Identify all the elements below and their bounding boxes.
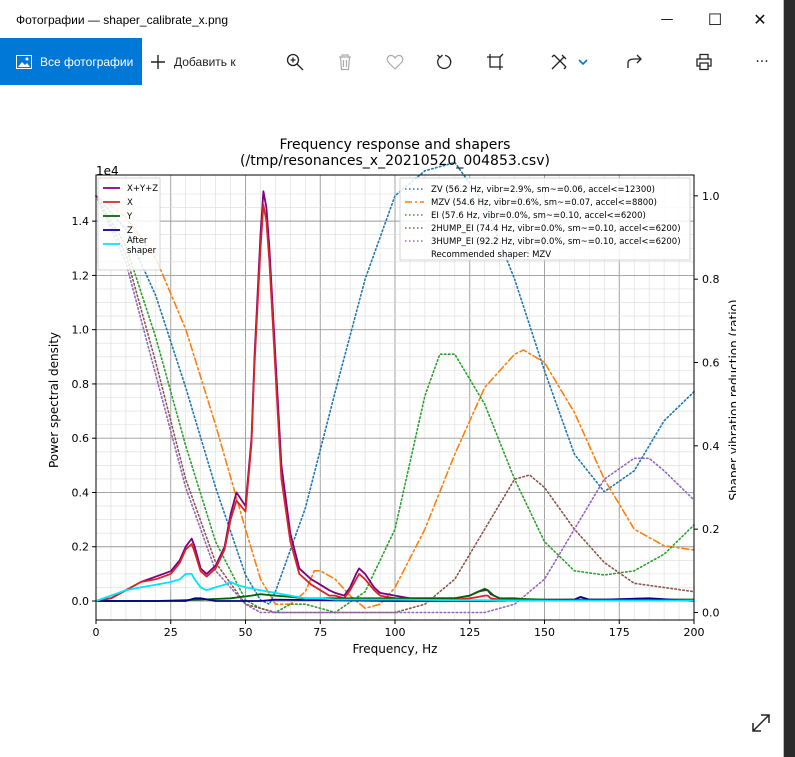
delete-icon bbox=[337, 53, 353, 71]
legend-label: X+Y+Z bbox=[127, 184, 158, 194]
add-to-label: Добавить к bbox=[174, 54, 236, 69]
crop-button[interactable] bbox=[482, 38, 508, 85]
psd-curves bbox=[95, 190, 695, 602]
chart-title: Frequency response and shapers bbox=[280, 137, 511, 153]
title-bar[interactable]: Фотографии — shaper_calibrate_x.png — ☐ … bbox=[0, 0, 783, 38]
fullscreen-button[interactable] bbox=[748, 710, 774, 736]
shaper-curve bbox=[95, 161, 695, 606]
y-tick-label: 0.8 bbox=[72, 378, 90, 391]
y-tick-label: 0.4 bbox=[72, 486, 90, 499]
y-tick-label: 1.4 bbox=[72, 215, 90, 228]
x-tick-label: 175 bbox=[609, 626, 630, 639]
toolbar: Все фотографии Добавить к bbox=[0, 38, 783, 85]
psd-curve bbox=[96, 587, 694, 602]
legend-right: ZV (56.2 Hz, vibr=2.9%, sm~=0.06, accel<… bbox=[399, 177, 691, 261]
more-button[interactable]: ··· bbox=[748, 38, 776, 85]
shaper-curves bbox=[95, 161, 695, 614]
y2-tick-label: 0.2 bbox=[702, 523, 720, 536]
x-tick-label: 125 bbox=[459, 626, 480, 639]
legend-label: 3HUMP_EI (92.2 Hz, vibr=0.0%, sm~=0.10, … bbox=[431, 237, 681, 247]
x-tick-label: 50 bbox=[239, 626, 253, 639]
chevron-down-icon bbox=[578, 58, 588, 66]
minimize-icon: — bbox=[660, 11, 674, 27]
x-tick-label: 0 bbox=[93, 626, 100, 639]
legend-label: ZV (56.2 Hz, vibr=2.9%, sm~=0.06, accel<… bbox=[431, 185, 655, 195]
print-button[interactable] bbox=[691, 38, 717, 85]
edit-button[interactable] bbox=[546, 38, 574, 85]
x-tick-label: 150 bbox=[534, 626, 555, 639]
psd-curve bbox=[95, 572, 694, 602]
zoom-button[interactable] bbox=[282, 38, 308, 85]
shaper-curve bbox=[95, 195, 695, 614]
delete-button[interactable] bbox=[332, 38, 358, 85]
favorite-button[interactable] bbox=[382, 38, 408, 85]
y2-tick-label: 0.0 bbox=[702, 607, 720, 620]
minimize-button[interactable]: — bbox=[644, 0, 690, 38]
legend-label: After bbox=[127, 236, 148, 246]
x-axis-label: Frequency, Hz bbox=[353, 642, 438, 656]
edit-icon bbox=[550, 53, 570, 71]
rotate-button[interactable] bbox=[432, 38, 458, 85]
plus-icon bbox=[150, 54, 166, 70]
close-button[interactable]: ✕ bbox=[737, 0, 783, 38]
y-tick-label: 1.2 bbox=[72, 269, 90, 282]
all-photos-button[interactable]: Все фотографии bbox=[0, 38, 142, 85]
legend-label: MZV (54.6 Hz, vibr=0.6%, sm~=0.07, accel… bbox=[431, 198, 657, 208]
chart-ticks: 0 25 50 75 100 125 150 175 200 0.0 0.2 0.4 0.6 0.8 1.0… bbox=[72, 190, 720, 639]
maximize-button[interactable]: ☐ bbox=[692, 0, 738, 38]
desktop-background bbox=[783, 0, 795, 757]
legend-left-box bbox=[97, 177, 161, 271]
print-icon bbox=[695, 53, 713, 71]
y2-axis-label: Shaper vibration reduction (ratio) bbox=[727, 299, 736, 500]
legend-label: Y bbox=[126, 212, 133, 222]
y-tick-label: 1.0 bbox=[72, 324, 90, 337]
y-tick-label: 0.2 bbox=[72, 541, 90, 554]
psd-curve bbox=[95, 203, 694, 602]
y-tick-label: 0.0 bbox=[72, 595, 90, 608]
expand-icon bbox=[748, 714, 774, 740]
close-icon: ✕ bbox=[753, 9, 767, 29]
shaper-curve bbox=[95, 195, 695, 614]
recommended-shaper-label: Recommended shaper: MZV bbox=[431, 250, 551, 260]
favorite-icon bbox=[386, 54, 404, 70]
y2-tick-label: 0.8 bbox=[702, 273, 720, 286]
shaper-curve bbox=[95, 195, 695, 614]
frequency-response-chart: 0 25 50 75 100 125 150 175 200 0.0 0.2 0.4 0.6 0.8 1.0… bbox=[47, 137, 736, 656]
zoom-in-icon bbox=[286, 53, 304, 71]
legend-label: EI (57.6 Hz, vibr=0.0%, sm~=0.10, accel<… bbox=[431, 211, 646, 221]
psd-curve bbox=[96, 595, 695, 602]
legend-right-box bbox=[399, 177, 691, 261]
x-tick-label: 25 bbox=[164, 626, 178, 639]
share-button[interactable] bbox=[622, 38, 648, 85]
legend-label: Z bbox=[127, 226, 133, 236]
y2-tick-label: 0.4 bbox=[702, 440, 720, 453]
crop-icon bbox=[486, 53, 504, 71]
maximize-icon: ☐ bbox=[707, 9, 723, 29]
y-tick-label: 0.6 bbox=[72, 432, 90, 445]
x-tick-label: 100 bbox=[385, 626, 406, 639]
x-tick-label: 75 bbox=[313, 626, 327, 639]
window-title: Фотографии — shaper_calibrate_x.png bbox=[16, 13, 228, 27]
y2-tick-label: 1.0 bbox=[702, 190, 720, 203]
add-to-button[interactable]: Добавить к bbox=[150, 38, 236, 85]
photos-icon bbox=[16, 54, 32, 69]
legend-label: X bbox=[127, 198, 133, 208]
x-tick-label: 200 bbox=[684, 626, 705, 639]
edit-dropdown-button[interactable] bbox=[574, 38, 592, 85]
shaper-curve bbox=[95, 195, 695, 610]
legend-label: 2HUMP_EI (74.4 Hz, vibr=0.0%, sm~=0.10, … bbox=[431, 224, 681, 234]
rotate-icon bbox=[436, 53, 454, 71]
chart-subtitle: (/tmp/resonances_x_20210520_004853.csv) bbox=[240, 153, 550, 169]
y-axis-label: Power spectral density bbox=[47, 332, 61, 468]
legend-label: shaper bbox=[127, 246, 157, 256]
y-multiplier-label: 1e4 bbox=[96, 164, 119, 178]
more-icon: ··· bbox=[755, 53, 769, 70]
y2-tick-label: 0.6 bbox=[702, 357, 720, 370]
share-icon bbox=[626, 54, 644, 70]
all-photos-label: Все фотографии bbox=[40, 54, 134, 69]
